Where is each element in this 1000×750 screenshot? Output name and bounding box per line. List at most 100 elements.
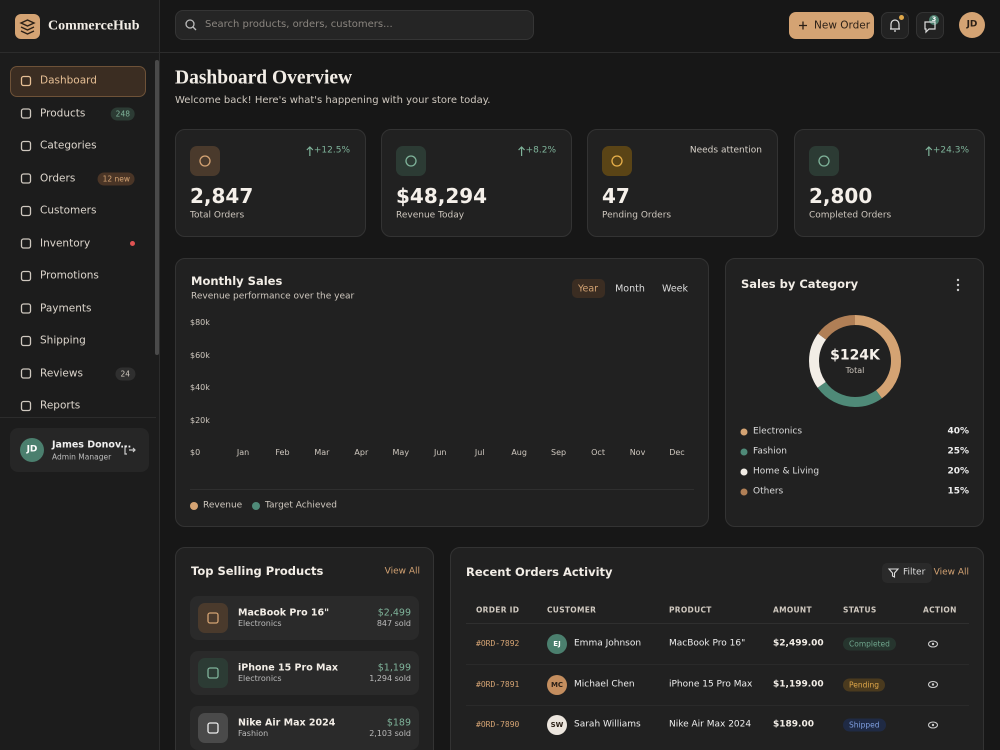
- tab[interactable]: Month: [615, 282, 645, 294]
- eye-icon: [927, 721, 939, 729]
- eye-icon: [927, 680, 939, 689]
- nav-item-active[interactable]: [10, 66, 146, 97]
- page-subtitle: Welcome back! Here's what's happening wi…: [175, 95, 491, 106]
- x-label: Nov: [629, 448, 646, 458]
- nav-label[interactable]: Dashboard: [40, 74, 97, 87]
- nav-label[interactable]: Categories: [40, 139, 97, 152]
- nav-badge: 248: [110, 107, 135, 120]
- nav-label[interactable]: Inventory: [40, 237, 91, 250]
- card-title: Monthly Sales: [191, 274, 283, 289]
- icon: [207, 612, 219, 624]
- product-item[interactable]: [190, 651, 419, 695]
- trend-arrow: [518, 146, 526, 156]
- legend-label: Target Achieved: [265, 500, 337, 511]
- stat-icon-glyph: [818, 155, 830, 167]
- filter-button[interactable]: [882, 563, 932, 583]
- customer-avatar: [547, 634, 567, 654]
- view-all[interactable]: View All: [384, 566, 420, 577]
- icon: [20, 368, 32, 379]
- stat-label: Completed Orders: [809, 210, 892, 221]
- divider: [0, 417, 156, 418]
- x-label: Feb: [275, 448, 290, 458]
- icon: [20, 270, 32, 282]
- avatar-initials: JD: [966, 19, 978, 30]
- nav-label[interactable]: Shipping: [40, 334, 86, 347]
- table-divider: [466, 623, 969, 624]
- order-product: iPhone 15 Pro Max: [669, 679, 753, 690]
- order-id[interactable]: #ORD-7892: [476, 639, 520, 649]
- order-status: Shipped: [843, 718, 886, 732]
- tab[interactable]: Week: [661, 282, 689, 294]
- icon: [20, 173, 32, 184]
- product-item[interactable]: [190, 596, 419, 640]
- stat-change: +8.2%: [525, 145, 556, 156]
- legend-dot: [740, 488, 748, 496]
- product-name: iPhone 15 Pro Max: [238, 662, 339, 674]
- scrollbar: [155, 60, 159, 355]
- customer-initials: MC: [550, 680, 564, 689]
- nav-label[interactable]: Reports: [40, 399, 81, 412]
- nav-label[interactable]: Customers: [40, 204, 97, 217]
- eye-icon: [931, 723, 935, 727]
- eye-icon: [931, 642, 935, 646]
- icon: [20, 75, 32, 87]
- x-label: Jul: [474, 448, 485, 458]
- nav-badge: 24: [115, 367, 135, 380]
- legend-label: Home & Living: [753, 466, 820, 477]
- icon: [20, 108, 32, 119]
- legend-dot: [252, 502, 260, 510]
- nav-badge: 12 new: [97, 172, 135, 185]
- x-label: Apr: [354, 448, 369, 458]
- icon: [207, 667, 219, 679]
- product-name: MacBook Pro 16": [238, 607, 330, 619]
- chart-divider: [190, 489, 694, 490]
- tab[interactable]: Year: [577, 282, 599, 294]
- x-label: Oct: [591, 448, 605, 458]
- nav-label[interactable]: Promotions: [40, 269, 99, 282]
- eye-icon: [927, 640, 939, 648]
- product-price: $189: [386, 717, 411, 729]
- nav-label[interactable]: Payments: [40, 302, 92, 315]
- order-id[interactable]: #ORD-7890: [476, 720, 520, 730]
- filter-label[interactable]: Filter: [903, 567, 926, 578]
- search-box[interactable]: [175, 10, 534, 40]
- product-icon: [198, 658, 228, 688]
- column-header: CUSTOMER: [547, 605, 597, 615]
- menu-dot: [956, 288, 960, 292]
- product-item[interactable]: [190, 706, 419, 750]
- view-all[interactable]: View All: [933, 567, 969, 578]
- x-label: May: [392, 448, 410, 458]
- bell-icon: [890, 19, 900, 32]
- nav-label[interactable]: Orders: [40, 172, 76, 185]
- logo-glyph: [19, 19, 36, 35]
- stat-icon: [809, 146, 839, 176]
- stat-change: Needs attention: [689, 145, 762, 156]
- new-order-label[interactable]: New Order: [814, 19, 871, 32]
- icon: [20, 205, 32, 217]
- icon: [20, 140, 32, 152]
- icon: [207, 722, 219, 734]
- donut-total: $124K: [830, 347, 880, 364]
- product-category: Fashion: [238, 729, 269, 739]
- x-label: Mar: [314, 448, 330, 458]
- icon: [20, 303, 32, 314]
- card-title: Top Selling Products: [191, 564, 324, 579]
- notifications-button[interactable]: [881, 12, 909, 39]
- trend-arrow: [306, 146, 314, 156]
- tab-active[interactable]: [571, 279, 605, 298]
- filter-icon: [887, 568, 900, 578]
- order-id[interactable]: #ORD-7891: [476, 679, 520, 689]
- nav-label[interactable]: Products: [40, 107, 86, 120]
- avatar[interactable]: [959, 12, 985, 38]
- product-sold: 1,294 sold: [369, 674, 411, 684]
- stat-label: Total Orders: [190, 210, 245, 221]
- icon: [20, 238, 32, 249]
- legend-dot: [190, 502, 198, 510]
- order-amount: $1,199.00: [773, 679, 824, 690]
- nav-label[interactable]: Reviews: [40, 367, 83, 380]
- alert-dot: [130, 241, 135, 246]
- stat-icon-glyph: [611, 155, 623, 167]
- customer-name: Sarah Williams: [574, 719, 641, 730]
